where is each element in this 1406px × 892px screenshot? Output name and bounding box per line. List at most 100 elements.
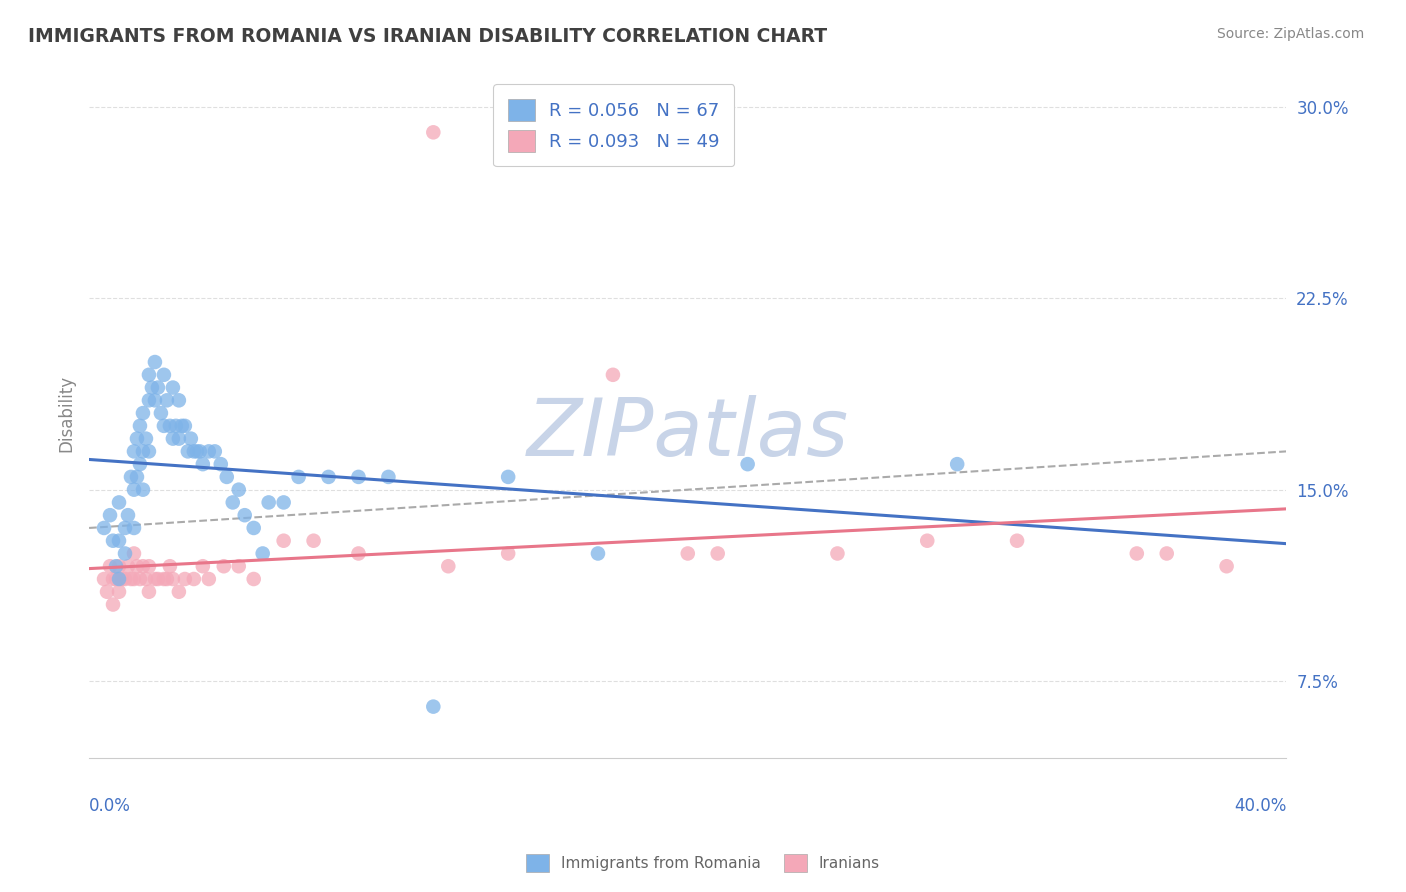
Point: [252, 546, 274, 560]
Point: [138, 368, 160, 382]
Point: [706, 546, 728, 560]
Point: [101, 598, 124, 612]
Point: [737, 457, 759, 471]
Point: [111, 572, 134, 586]
Point: [180, 432, 202, 446]
Point: [170, 418, 193, 433]
Point: [122, 572, 145, 586]
Point: [108, 495, 131, 509]
Point: [93, 521, 115, 535]
Point: [101, 572, 124, 586]
Point: [117, 508, 139, 523]
Point: [318, 470, 340, 484]
Point: [162, 572, 184, 586]
Point: [122, 521, 145, 535]
Point: [98, 559, 121, 574]
Point: [496, 546, 519, 560]
Point: [191, 457, 214, 471]
Point: [186, 444, 208, 458]
Point: [105, 572, 128, 586]
Legend: Immigrants from Romania, Iranians: Immigrants from Romania, Iranians: [519, 846, 887, 880]
Point: [125, 559, 148, 574]
Point: [125, 470, 148, 484]
Point: [129, 457, 152, 471]
Point: [162, 380, 184, 394]
Text: 40.0%: 40.0%: [1234, 797, 1286, 814]
Text: Source: ZipAtlas.com: Source: ZipAtlas.com: [1216, 27, 1364, 41]
Point: [273, 533, 295, 548]
Point: [159, 418, 181, 433]
Point: [108, 584, 131, 599]
Point: [209, 457, 232, 471]
Point: [183, 572, 205, 586]
Point: [167, 432, 190, 446]
Point: [143, 572, 166, 586]
Point: [215, 470, 238, 484]
Point: [114, 521, 136, 535]
Point: [114, 572, 136, 586]
Point: [98, 508, 121, 523]
Point: [212, 559, 235, 574]
Point: [129, 418, 152, 433]
Point: [1126, 546, 1149, 560]
Point: [191, 559, 214, 574]
Point: [114, 546, 136, 560]
Point: [138, 584, 160, 599]
Point: [167, 584, 190, 599]
Point: [132, 406, 155, 420]
Point: [132, 483, 155, 497]
Point: [108, 572, 131, 586]
Point: [101, 533, 124, 548]
Point: [159, 559, 181, 574]
Point: [156, 393, 179, 408]
Text: ZIPatlas: ZIPatlas: [527, 395, 849, 473]
Point: [165, 418, 187, 433]
Point: [1156, 546, 1178, 560]
Point: [586, 546, 609, 560]
Point: [198, 572, 221, 586]
Y-axis label: Disability: Disability: [58, 375, 75, 451]
Point: [143, 393, 166, 408]
Point: [153, 368, 176, 382]
Point: [122, 546, 145, 560]
Point: [302, 533, 325, 548]
Point: [156, 572, 179, 586]
Point: [141, 380, 163, 394]
Point: [233, 508, 256, 523]
Point: [146, 380, 169, 394]
Point: [602, 368, 624, 382]
Point: [105, 559, 128, 574]
Legend: R = 0.056   N = 67, R = 0.093   N = 49: R = 0.056 N = 67, R = 0.093 N = 49: [494, 85, 734, 167]
Point: [122, 444, 145, 458]
Point: [135, 572, 157, 586]
Point: [132, 444, 155, 458]
Point: [377, 470, 399, 484]
Point: [257, 495, 280, 509]
Point: [946, 457, 969, 471]
Point: [177, 444, 200, 458]
Point: [228, 559, 250, 574]
Point: [117, 559, 139, 574]
Point: [135, 432, 157, 446]
Point: [173, 572, 195, 586]
Point: [138, 559, 160, 574]
Point: [108, 533, 131, 548]
Point: [138, 444, 160, 458]
Point: [347, 546, 370, 560]
Point: [242, 521, 264, 535]
Point: [149, 406, 172, 420]
Point: [120, 470, 142, 484]
Point: [437, 559, 460, 574]
Point: [120, 572, 142, 586]
Point: [93, 572, 115, 586]
Point: [915, 533, 938, 548]
Point: [96, 584, 118, 599]
Point: [153, 418, 176, 433]
Point: [422, 699, 444, 714]
Point: [273, 495, 295, 509]
Point: [143, 355, 166, 369]
Point: [167, 393, 190, 408]
Point: [132, 559, 155, 574]
Point: [188, 444, 211, 458]
Point: [1005, 533, 1028, 548]
